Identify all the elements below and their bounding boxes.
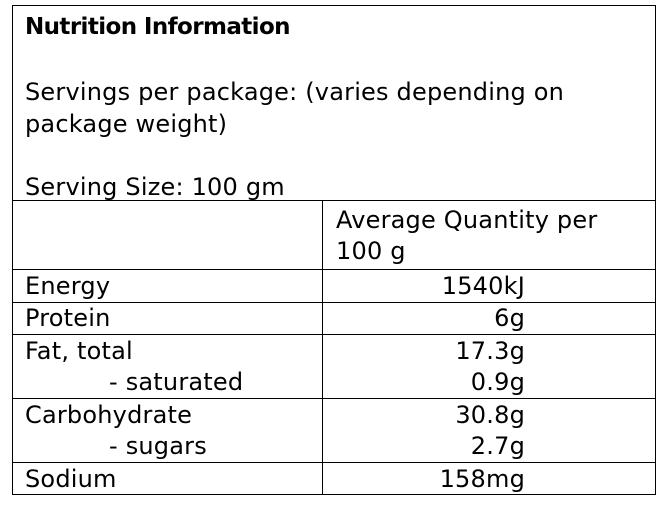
row-value-saturated: 0.9g — [470, 368, 525, 396]
column-header-average-quantity: Average Quantity per 100 g — [336, 206, 598, 265]
row-value-fat-total: 17.3g — [455, 337, 525, 365]
row-label-saturated: - saturated — [109, 368, 244, 396]
servings-per-package: Servings per package: (varies depending … — [25, 78, 565, 138]
row-label-carbohydrate: Carbohydrate — [25, 401, 193, 429]
column-divider — [322, 201, 323, 494]
row-value-energy: 1540kJ — [441, 272, 525, 300]
row-label-protein: Protein — [25, 304, 111, 332]
row-divider — [13, 398, 655, 399]
row-value-sodium: 158mg — [439, 465, 525, 493]
nutrition-information-panel: Nutrition Information Servings per packa… — [12, 5, 656, 495]
row-divider — [13, 269, 655, 270]
panel-title: Nutrition Information — [25, 14, 291, 40]
row-label-fat-total: Fat, total — [25, 337, 133, 365]
row-label-energy: Energy — [25, 272, 111, 300]
row-label-sodium: Sodium — [25, 465, 117, 493]
row-label-sugars: - sugars — [109, 432, 207, 460]
row-value-protein: 6g — [494, 304, 525, 332]
row-divider — [13, 302, 655, 303]
row-value-sugars: 2.7g — [470, 432, 525, 460]
row-divider — [13, 462, 655, 463]
panel-header: Nutrition Information Servings per packa… — [13, 6, 655, 201]
serving-size: Serving Size: 100 gm — [25, 173, 285, 201]
row-divider — [13, 334, 655, 335]
row-value-carbohydrate: 30.8g — [455, 401, 525, 429]
